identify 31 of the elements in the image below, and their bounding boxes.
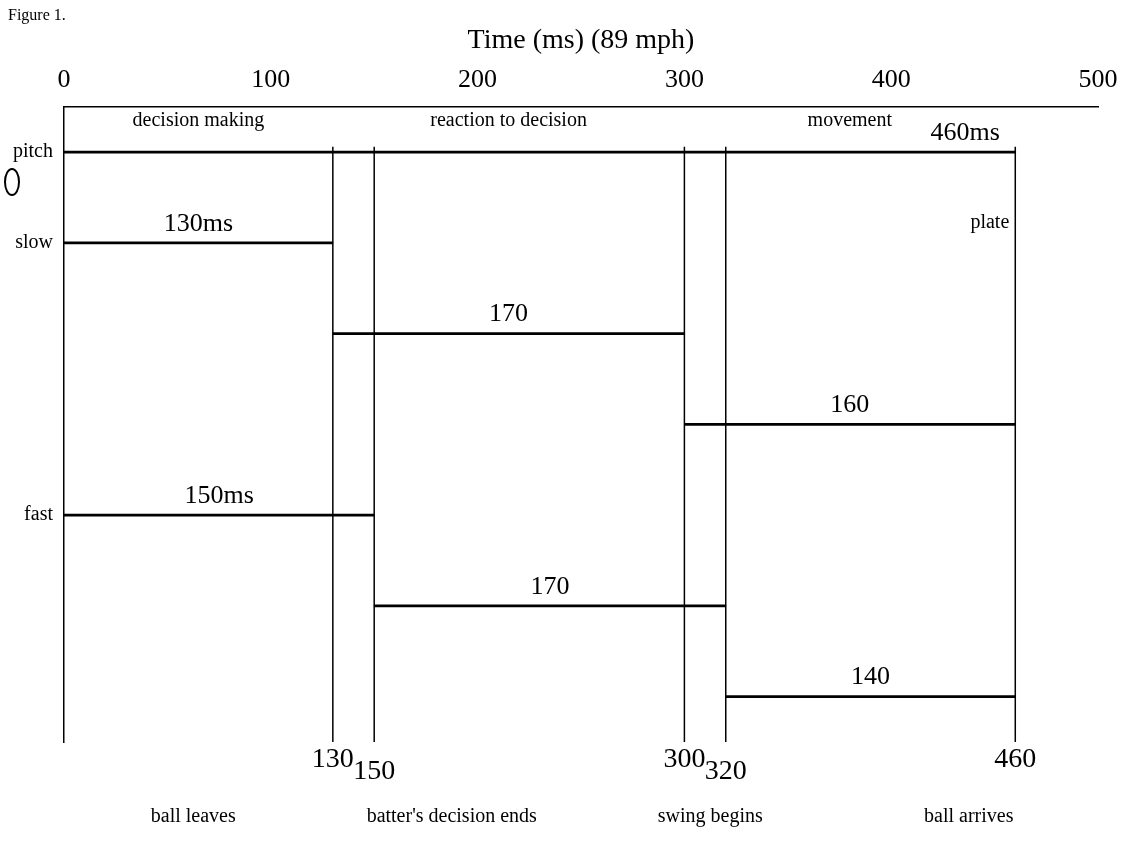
data-label: 160: [830, 389, 870, 419]
y-tick-label: pitch: [12, 139, 53, 163]
ref-line-label: 460: [994, 742, 1037, 774]
x-tick-label: 300: [664, 64, 704, 94]
text: swing begins: [657, 804, 763, 828]
annotation: reaction to decision: [430, 108, 587, 131]
text: ball arrives: [924, 804, 1014, 827]
text: batter's decision ends: [366, 804, 538, 827]
annotation: decision making: [132, 108, 265, 132]
x-tick-label: 400: [871, 64, 911, 94]
x-tick-label: 200: [458, 64, 498, 94]
caption: Figure 1.: [8, 6, 66, 24]
text: ball leaves: [150, 804, 236, 827]
ref-line-label: 300: [663, 742, 706, 774]
ref-line-label: 130: [311, 742, 354, 774]
data-label: 140: [851, 661, 891, 691]
data-label: 460ms: [930, 117, 1000, 146]
y-tick-label: fast: [24, 502, 54, 525]
data-label: 170: [489, 298, 529, 328]
data-label: 170: [530, 570, 570, 600]
x-tick-label: 100: [251, 64, 291, 94]
x-tick-label: 0: [57, 64, 71, 94]
y-tick-label: slow: [15, 230, 54, 253]
annotation: movement: [807, 108, 893, 131]
annotation: plate: [970, 210, 1010, 234]
data-label: 130ms: [163, 207, 234, 237]
x-axis-title: Time (ms) (89 mph): [467, 23, 695, 55]
ref-line-label: 150: [353, 754, 396, 786]
data-label: 150ms: [184, 479, 254, 509]
ref-line-label: 320: [704, 754, 747, 786]
x-tick-label: 500: [1078, 64, 1118, 94]
